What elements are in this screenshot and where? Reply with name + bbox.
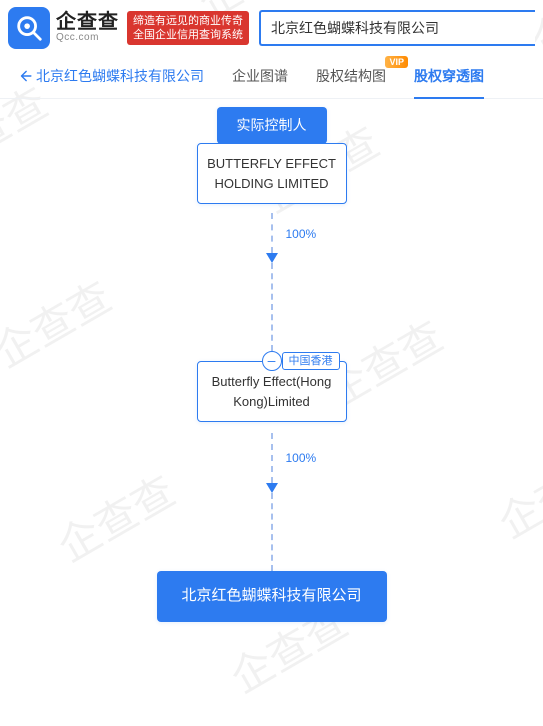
node-label: 北京红色蝴蝶科技有限公司 bbox=[181, 587, 361, 604]
logo-icon bbox=[8, 7, 50, 49]
arrow-down-icon bbox=[266, 253, 278, 263]
tab-bar: 北京红色蝴蝶科技有限公司 企业图谱 股权结构图 VIP 股权穿透图 bbox=[0, 56, 543, 99]
slogan-line2: 全国企业信用查询系统 bbox=[133, 28, 243, 42]
slogan-badge: 缔造有远见的商业传奇 全国企业信用查询系统 bbox=[127, 11, 249, 46]
collapse-glyph: – bbox=[268, 352, 276, 368]
connector bbox=[271, 433, 273, 483]
controller-title-label: 实际控制人 bbox=[237, 117, 307, 133]
node-holding-company[interactable]: BUTTERFLY EFFECT HOLDING LIMITED bbox=[197, 143, 347, 204]
node-label: Butterfly Effect(Hong Kong)Limited bbox=[212, 374, 332, 409]
region-tag: 中国香港 bbox=[282, 352, 340, 370]
tab-label: 股权结构图 bbox=[316, 68, 386, 84]
back-label: 北京红色蝴蝶科技有限公司 bbox=[36, 66, 204, 86]
equity-flow-diagram: 实际控制人 BUTTERFLY EFFECT HOLDING LIMITED 1… bbox=[0, 99, 543, 726]
tab-label: 企业图谱 bbox=[232, 68, 288, 84]
search-input[interactable] bbox=[259, 10, 535, 46]
tab-equity-penetration[interactable]: 股权穿透图 bbox=[414, 66, 484, 98]
ownership-percent: 100% bbox=[284, 227, 319, 241]
collapse-toggle-icon[interactable]: – bbox=[262, 351, 282, 371]
node-target-company[interactable]: 北京红色蝴蝶科技有限公司 bbox=[157, 571, 387, 622]
logo[interactable]: 企查查 Qcc.com bbox=[8, 7, 119, 49]
connector bbox=[271, 263, 273, 351]
tab-enterprise-graph[interactable]: 企业图谱 bbox=[232, 66, 288, 98]
back-link[interactable]: 北京红色蝴蝶科技有限公司 bbox=[18, 66, 204, 98]
vip-badge: VIP bbox=[385, 56, 408, 68]
node-hk-company[interactable]: – 中国香港 Butterfly Effect(Hong Kong)Limite… bbox=[197, 361, 347, 422]
logo-cn: 企查查 bbox=[56, 12, 119, 33]
ownership-percent: 100% bbox=[284, 451, 319, 465]
back-arrow-icon bbox=[18, 69, 32, 83]
controller-title-node: 实际控制人 bbox=[217, 107, 327, 144]
node-label: BUTTERFLY EFFECT HOLDING LIMITED bbox=[207, 156, 336, 191]
logo-text: 企查查 Qcc.com bbox=[56, 12, 119, 44]
slogan-line1: 缔造有远见的商业传奇 bbox=[133, 14, 243, 28]
arrow-down-icon bbox=[266, 483, 278, 493]
connector bbox=[271, 493, 273, 571]
tab-label: 股权穿透图 bbox=[414, 68, 484, 84]
header: 企查查 Qcc.com 缔造有远见的商业传奇 全国企业信用查询系统 bbox=[0, 0, 543, 56]
tab-equity-structure[interactable]: 股权结构图 VIP bbox=[316, 66, 386, 98]
logo-en: Qcc.com bbox=[56, 33, 119, 44]
connector bbox=[271, 213, 273, 253]
